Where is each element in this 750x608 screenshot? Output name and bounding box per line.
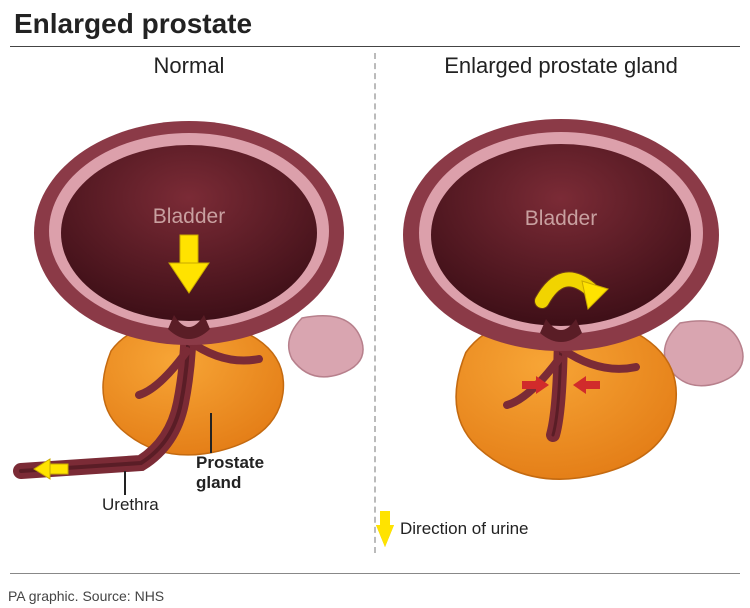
urethra-label: Urethra — [102, 495, 159, 515]
panel-normal: Normal — [4, 47, 374, 537]
bottom-rule — [10, 573, 740, 574]
seminal-vesicle — [664, 321, 743, 386]
bladder-cavity — [61, 145, 317, 321]
anatomy-right — [376, 83, 746, 533]
page-title: Enlarged prostate — [0, 0, 750, 46]
urethra-lead — [124, 471, 126, 495]
anatomy-left — [4, 83, 374, 533]
legend-label: Direction of urine — [400, 519, 529, 539]
diagram-canvas: Normal — [0, 47, 750, 567]
legend: Direction of urine — [376, 511, 529, 547]
panel-title-right: Enlarged prostate gland — [376, 53, 746, 79]
legend-arrow-icon — [376, 511, 394, 547]
panel-enlarged: Enlarged prostate gland — [376, 47, 746, 537]
bladder-label-left: Bladder — [153, 205, 225, 229]
prostate-lead — [210, 413, 212, 453]
bladder-label-right: Bladder — [525, 207, 597, 231]
seminal-vesicle — [289, 316, 363, 377]
prostate-label: Prostategland — [196, 453, 264, 492]
bladder-cavity — [431, 144, 691, 326]
panel-title-left: Normal — [4, 53, 374, 79]
source-credit: PA graphic. Source: NHS — [8, 588, 164, 604]
